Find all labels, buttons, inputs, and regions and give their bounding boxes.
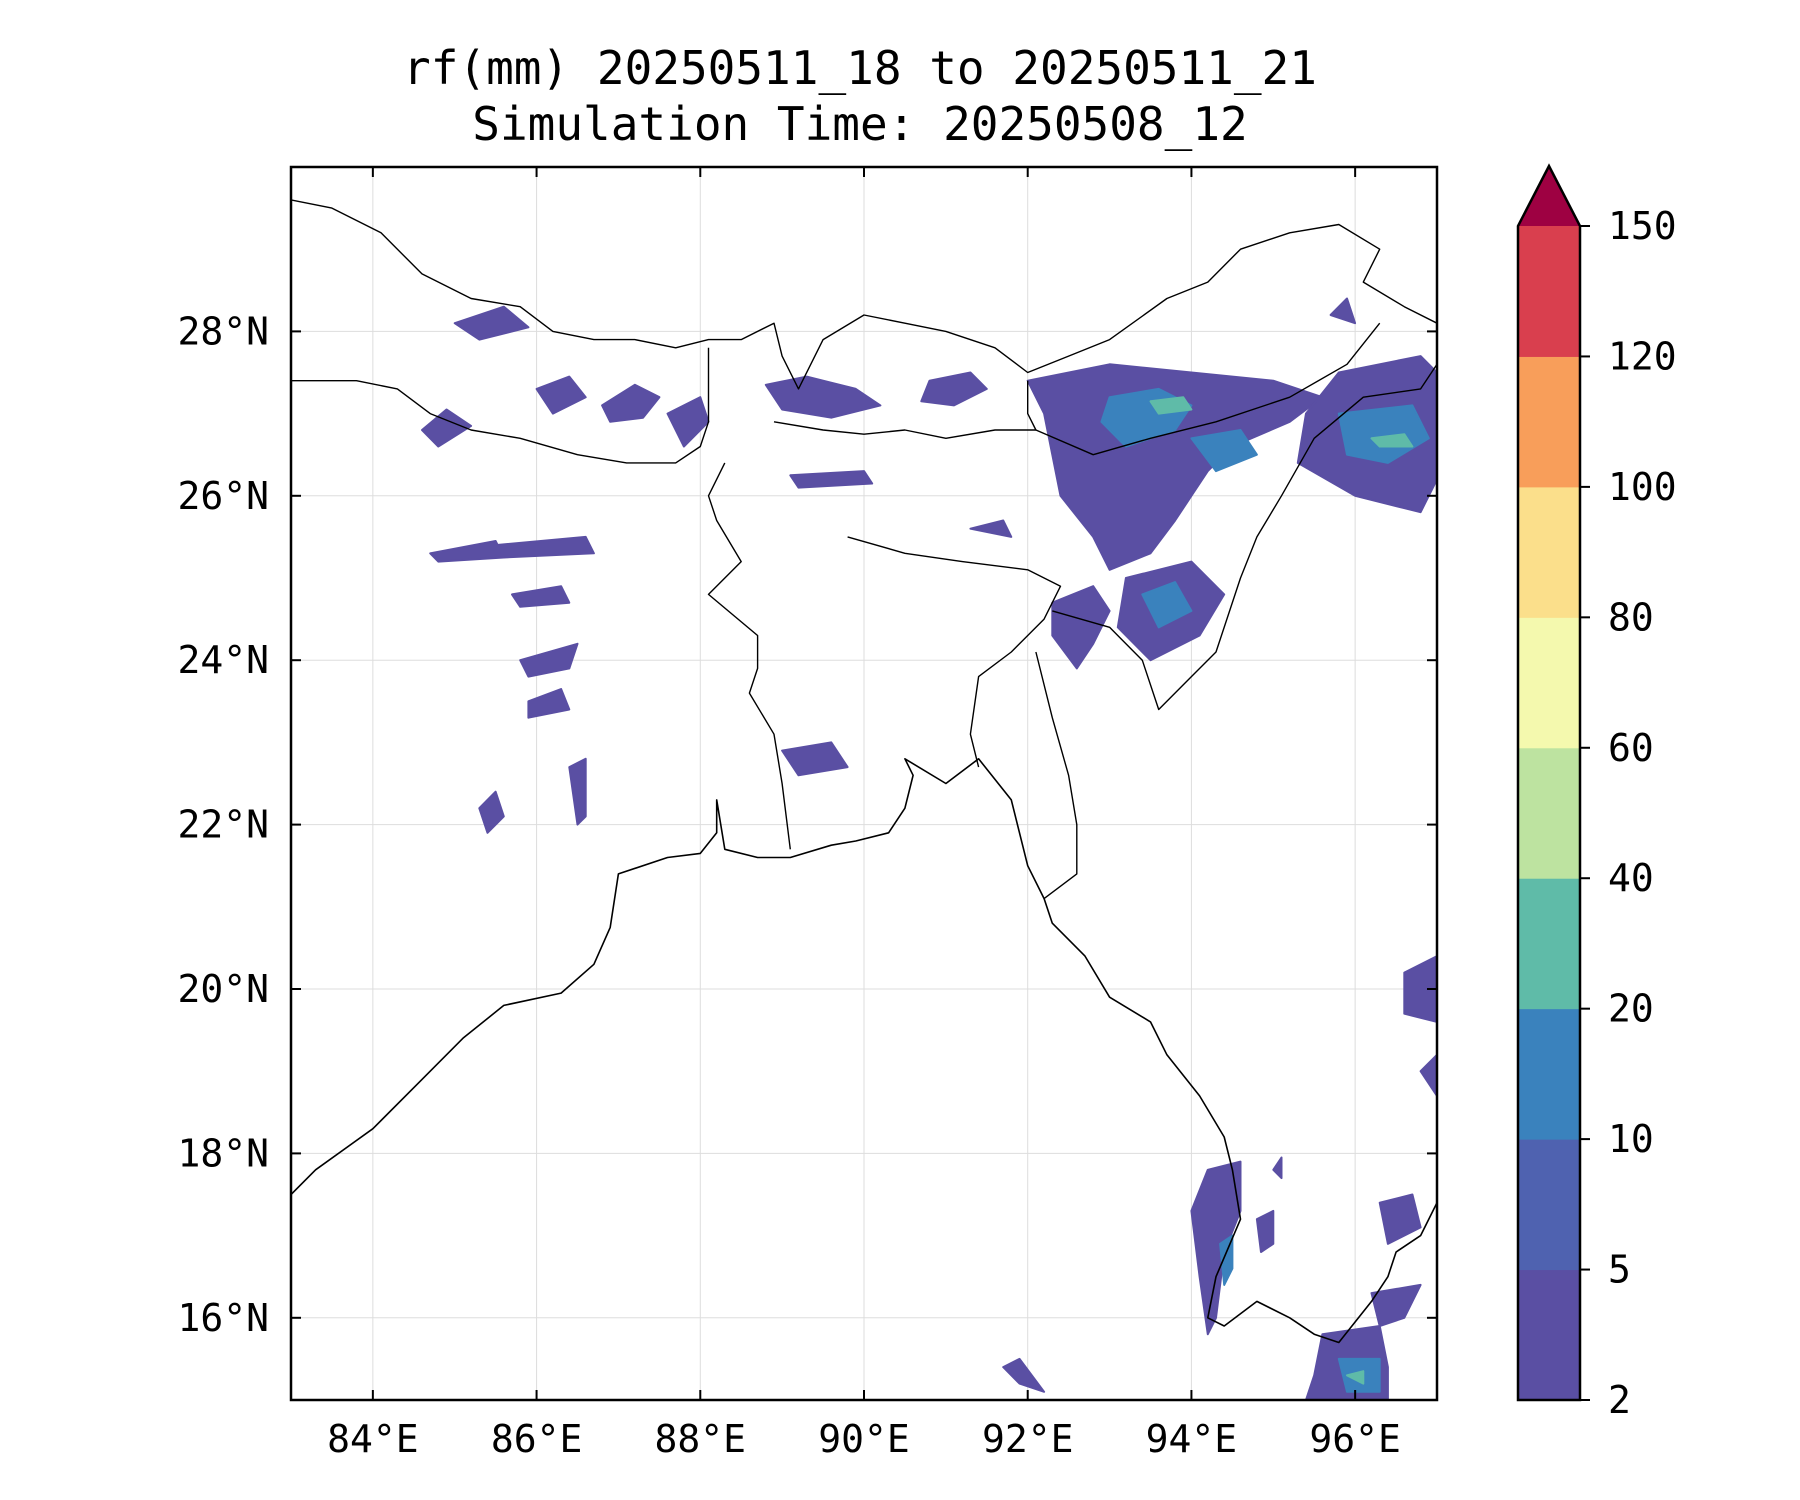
colorbar-tick-label: 20 (1608, 987, 1654, 1031)
colorbar-extend-arrow (1518, 166, 1580, 226)
colorbar-tick-label: 100 (1608, 465, 1677, 509)
rain-patch-23 (781, 741, 849, 777)
colorbar: 2 5 10 20 40 60 80 100 120 150 (1516, 163, 1677, 1422)
y-tick-label: 28°N (177, 309, 269, 353)
map-title-line2: Simulation Time: 20250508_12 (472, 97, 1247, 151)
rain-patch-7 (789, 470, 874, 489)
rain-patch-1 (920, 371, 988, 407)
border-line-5 (1035, 651, 1078, 900)
y-tick-label: 22°N (177, 803, 269, 847)
rain-patch-28 (1255, 1209, 1275, 1253)
rain-patch-27 (1219, 1234, 1234, 1286)
colorbar-outline (1516, 163, 1582, 1402)
rain-patch-20 (511, 585, 571, 608)
border-line-7 (1035, 322, 1381, 456)
colorbar-segment-8 (1518, 226, 1580, 357)
rain-patch-5 (421, 408, 473, 448)
rainfall-shading (421, 297, 1437, 1400)
rain-patch-14 (1370, 433, 1414, 448)
x-tick-label: 92°E (982, 1417, 1074, 1461)
rain-patch-36 (1419, 1053, 1437, 1097)
colorbar-tick-label: 10 (1608, 1117, 1654, 1161)
x-tick-label: 88°E (655, 1417, 747, 1461)
colorbar-tick-label: 80 (1608, 595, 1654, 639)
rain-patch-31 (1370, 1283, 1422, 1327)
x-tick-label: 86°E (491, 1417, 583, 1461)
colorbar-segment-7 (1518, 356, 1580, 488)
rain-patch-22 (527, 688, 571, 719)
x-tick-label: 94°E (1146, 1417, 1238, 1461)
latitude-ticks: 16°N 18°N 20°N 22°N 24°N 26°N 28°N (177, 309, 1437, 1340)
coastline (291, 758, 1437, 1344)
colorbar-segment-3 (1518, 878, 1580, 1010)
rain-patch-30 (1378, 1193, 1422, 1245)
border-line-3 (707, 462, 791, 850)
rain-patch-24 (478, 790, 505, 834)
colorbar-tick-label: 150 (1608, 204, 1677, 248)
colorbar-tick-label: 40 (1608, 856, 1654, 900)
rain-patch-10 (1149, 396, 1193, 415)
colorbar-segment-6 (1518, 486, 1580, 618)
rain-patch-39 (1329, 297, 1357, 325)
rain-patch-34 (1346, 1370, 1365, 1385)
colorbar-segment-0 (1518, 1269, 1580, 1401)
y-tick-label: 24°N (177, 638, 269, 682)
coastlines-borders (291, 199, 1437, 1344)
rain-patch-13 (1337, 404, 1430, 464)
map-title-line1: rf(mm) 20250511_18 to 20250511_21 (403, 41, 1317, 95)
rain-patch-29 (1272, 1156, 1283, 1180)
rain-patch-8 (1026, 363, 1324, 571)
y-tick-label: 16°N (177, 1296, 269, 1340)
y-tick-label: 20°N (177, 967, 269, 1011)
rain-patch-26 (1190, 1160, 1242, 1336)
border-line-1 (291, 347, 710, 464)
rain-patch-17 (1051, 585, 1111, 670)
y-tick-label: 18°N (177, 1131, 269, 1175)
border-line-2 (773, 380, 1037, 439)
colorbar-segment-4 (1518, 747, 1580, 879)
y-tick-label: 26°N (177, 474, 269, 518)
rain-patch-3 (535, 375, 587, 415)
rain-patch-25 (568, 757, 587, 826)
rain-patch-2 (601, 383, 661, 423)
longitude-ticks: 84°E 86°E 88°E 90°E 92°E 94°E 96°E (327, 167, 1401, 1461)
x-tick-label: 90°E (818, 1417, 910, 1461)
border-line-6 (1052, 363, 1437, 711)
colorbar-segment-1 (1518, 1139, 1580, 1271)
colorbar-segment-5 (1518, 617, 1580, 749)
colorbar-tick-label: 120 (1608, 334, 1677, 378)
rain-patch-19 (429, 540, 505, 563)
x-tick-label: 96°E (1309, 1417, 1401, 1461)
rain-patch-38 (969, 519, 1013, 538)
rain-patch-6 (453, 305, 530, 341)
colorbar-segment-2 (1518, 1008, 1580, 1140)
rain-patch-35 (1403, 955, 1437, 1023)
rain-patch-11 (1190, 429, 1258, 473)
colorbar-tick-label: 2 (1608, 1378, 1631, 1422)
rain-patch-0 (764, 375, 882, 419)
rain-patch-21 (519, 642, 579, 678)
border-line-4 (847, 536, 1062, 768)
rain-patch-16 (1141, 581, 1193, 629)
colorbar-tick-label: 60 (1608, 726, 1654, 770)
colorbar-tick-label: 5 (1608, 1248, 1631, 1292)
rain-patch-18 (494, 535, 595, 559)
x-tick-label: 84°E (327, 1417, 419, 1461)
rain-patch-37 (1002, 1357, 1046, 1393)
border-line-0 (291, 199, 1437, 390)
